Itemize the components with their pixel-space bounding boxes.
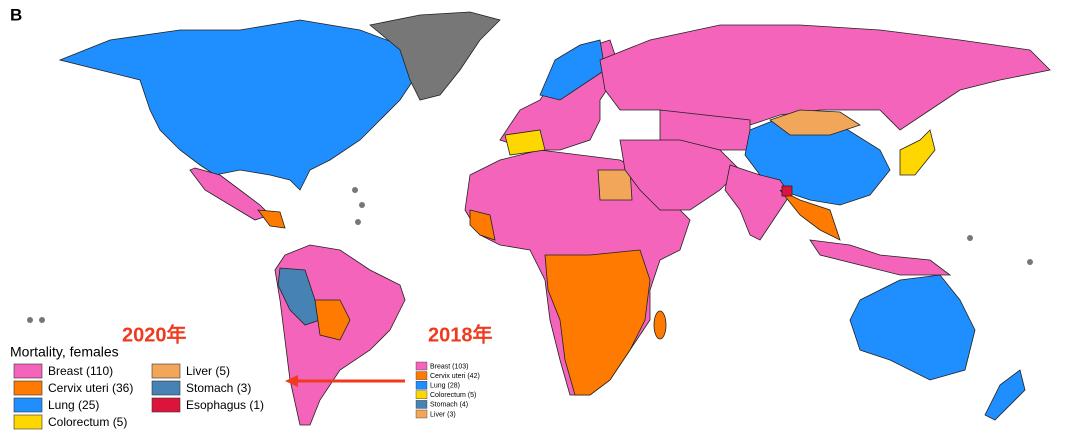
island-markers xyxy=(27,187,1033,323)
japan xyxy=(899,129,936,176)
mongolia xyxy=(769,109,861,136)
southeast-asia xyxy=(779,189,841,241)
island-dot xyxy=(967,235,973,241)
legend-label: Lung (28) xyxy=(430,383,460,390)
southern-africa xyxy=(544,249,651,396)
legend-label: Breast (103) xyxy=(430,363,469,370)
island-dot xyxy=(27,317,33,323)
legend-label: Breast (110) xyxy=(48,364,113,378)
legend-label: Liver (3) xyxy=(430,411,456,418)
legend-swatch xyxy=(151,363,181,379)
legend-title: Mortality, females xyxy=(10,344,119,360)
legend-swatch xyxy=(415,381,428,390)
greenland xyxy=(369,11,501,101)
central-america xyxy=(257,209,286,229)
year-2018: 2018年 xyxy=(428,322,493,346)
legend-label: Stomach (4) xyxy=(430,402,468,409)
bolivia xyxy=(314,299,351,341)
island-dot xyxy=(39,317,45,323)
peru xyxy=(277,267,321,326)
legend-swatch xyxy=(415,400,428,409)
legend-swatch xyxy=(415,361,428,371)
island-dot xyxy=(1027,259,1033,265)
legends: Breast (110) Cervix uteri (36) Lung (25) Co… xyxy=(13,361,480,430)
legend-label: Esophagus (1) xyxy=(186,398,264,412)
legend-swatch xyxy=(13,363,43,379)
legend-swatch xyxy=(415,409,428,419)
world-map xyxy=(27,11,1051,426)
legend-label: Liver (5) xyxy=(186,364,230,378)
legend-label: Colorectum (5) xyxy=(430,392,476,399)
bangladesh xyxy=(781,185,793,197)
island-dot xyxy=(352,187,358,193)
legend-label: Stomach (3) xyxy=(186,381,251,395)
legend-swatch xyxy=(13,397,43,413)
central-asia xyxy=(659,109,751,151)
indonesia xyxy=(809,239,952,276)
year-2020: 2020年 xyxy=(122,322,187,346)
legend-label: Lung (25) xyxy=(48,398,99,412)
spain xyxy=(504,129,546,156)
north-america xyxy=(58,19,421,191)
island-dot xyxy=(359,202,365,208)
legend-label: Cervix uteri (36) xyxy=(48,381,133,395)
legend-swatch xyxy=(13,414,43,430)
india xyxy=(724,164,791,241)
legend-swatch xyxy=(151,380,181,396)
egypt xyxy=(597,169,633,201)
panel-label: B xyxy=(10,5,22,24)
madagascar xyxy=(653,310,667,340)
legend-swatch xyxy=(13,380,43,396)
australia xyxy=(849,274,976,381)
island-dot xyxy=(355,219,361,225)
middle-east xyxy=(619,139,741,211)
legend-swatch xyxy=(151,397,181,413)
legend-label: Cervix uteri (42) xyxy=(430,373,480,380)
legend-swatch xyxy=(415,371,428,380)
legend-label: Colorectum (5) xyxy=(48,415,127,429)
legend-swatch xyxy=(415,390,428,399)
mexico xyxy=(189,167,271,221)
arrow-head xyxy=(285,375,298,387)
west-africa xyxy=(469,209,496,241)
new-zealand xyxy=(984,369,1026,421)
